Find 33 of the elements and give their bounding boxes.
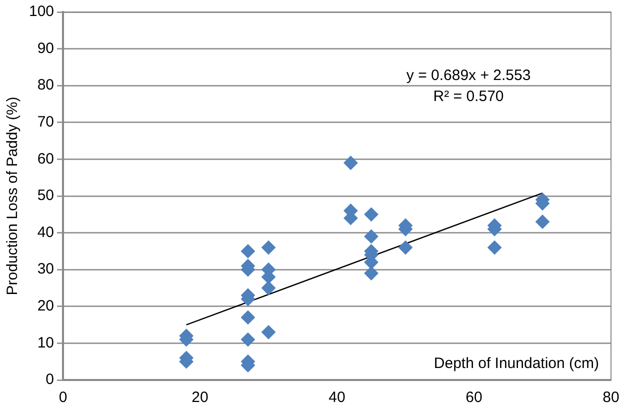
- point: [364, 229, 378, 244]
- point: [262, 281, 276, 295]
- annotation: y = 0.689x + 2.553: [406, 67, 531, 84]
- y-tick-label: 80: [37, 76, 54, 94]
- x-tick-label: 60: [466, 389, 482, 406]
- y-axis-title: Production Loss of Paddy (%): [4, 96, 22, 296]
- point: [240, 244, 255, 258]
- point: [262, 325, 276, 340]
- point: [344, 156, 358, 170]
- y-tick-label: 60: [37, 150, 54, 168]
- y-tick-label: 20: [37, 298, 54, 315]
- point: [240, 332, 255, 347]
- y-tick-label: 50: [37, 187, 54, 204]
- x-tick-label: 80: [602, 389, 620, 406]
- x-tick-label: 20: [192, 389, 208, 406]
- point: [536, 214, 550, 229]
- point: [364, 207, 378, 222]
- x-tick-label: 40: [328, 389, 346, 406]
- y-tick-label: 10: [37, 334, 54, 352]
- y-tick-label: 90: [37, 40, 54, 57]
- x-axis-title: Depth of Inundation (cm): [434, 355, 599, 372]
- point: [398, 240, 413, 255]
- annotation: R² = 0.570: [433, 88, 504, 106]
- point: [262, 240, 276, 255]
- x-tick-label: 0: [58, 389, 68, 406]
- point: [364, 266, 378, 280]
- y-tick-label: 100: [28, 3, 54, 20]
- y-tick-label: 0: [46, 371, 54, 388]
- y-tick-label: 70: [37, 114, 54, 131]
- y-tick-label: 40: [37, 224, 54, 241]
- y-tick-label: 30: [37, 260, 54, 278]
- point: [488, 240, 502, 255]
- point: [240, 310, 255, 324]
